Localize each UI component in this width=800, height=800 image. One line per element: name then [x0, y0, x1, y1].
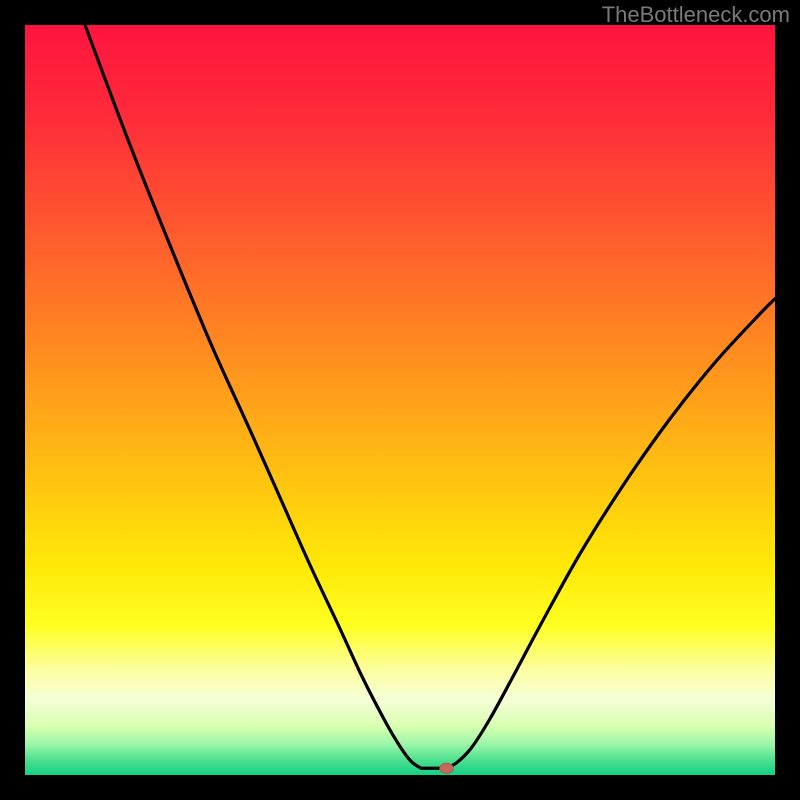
plot-background — [25, 25, 775, 775]
watermark-text: TheBottleneck.com — [602, 2, 790, 28]
bottleneck-chart — [0, 0, 800, 800]
optimum-marker — [440, 763, 454, 773]
chart-container: TheBottleneck.com — [0, 0, 800, 800]
